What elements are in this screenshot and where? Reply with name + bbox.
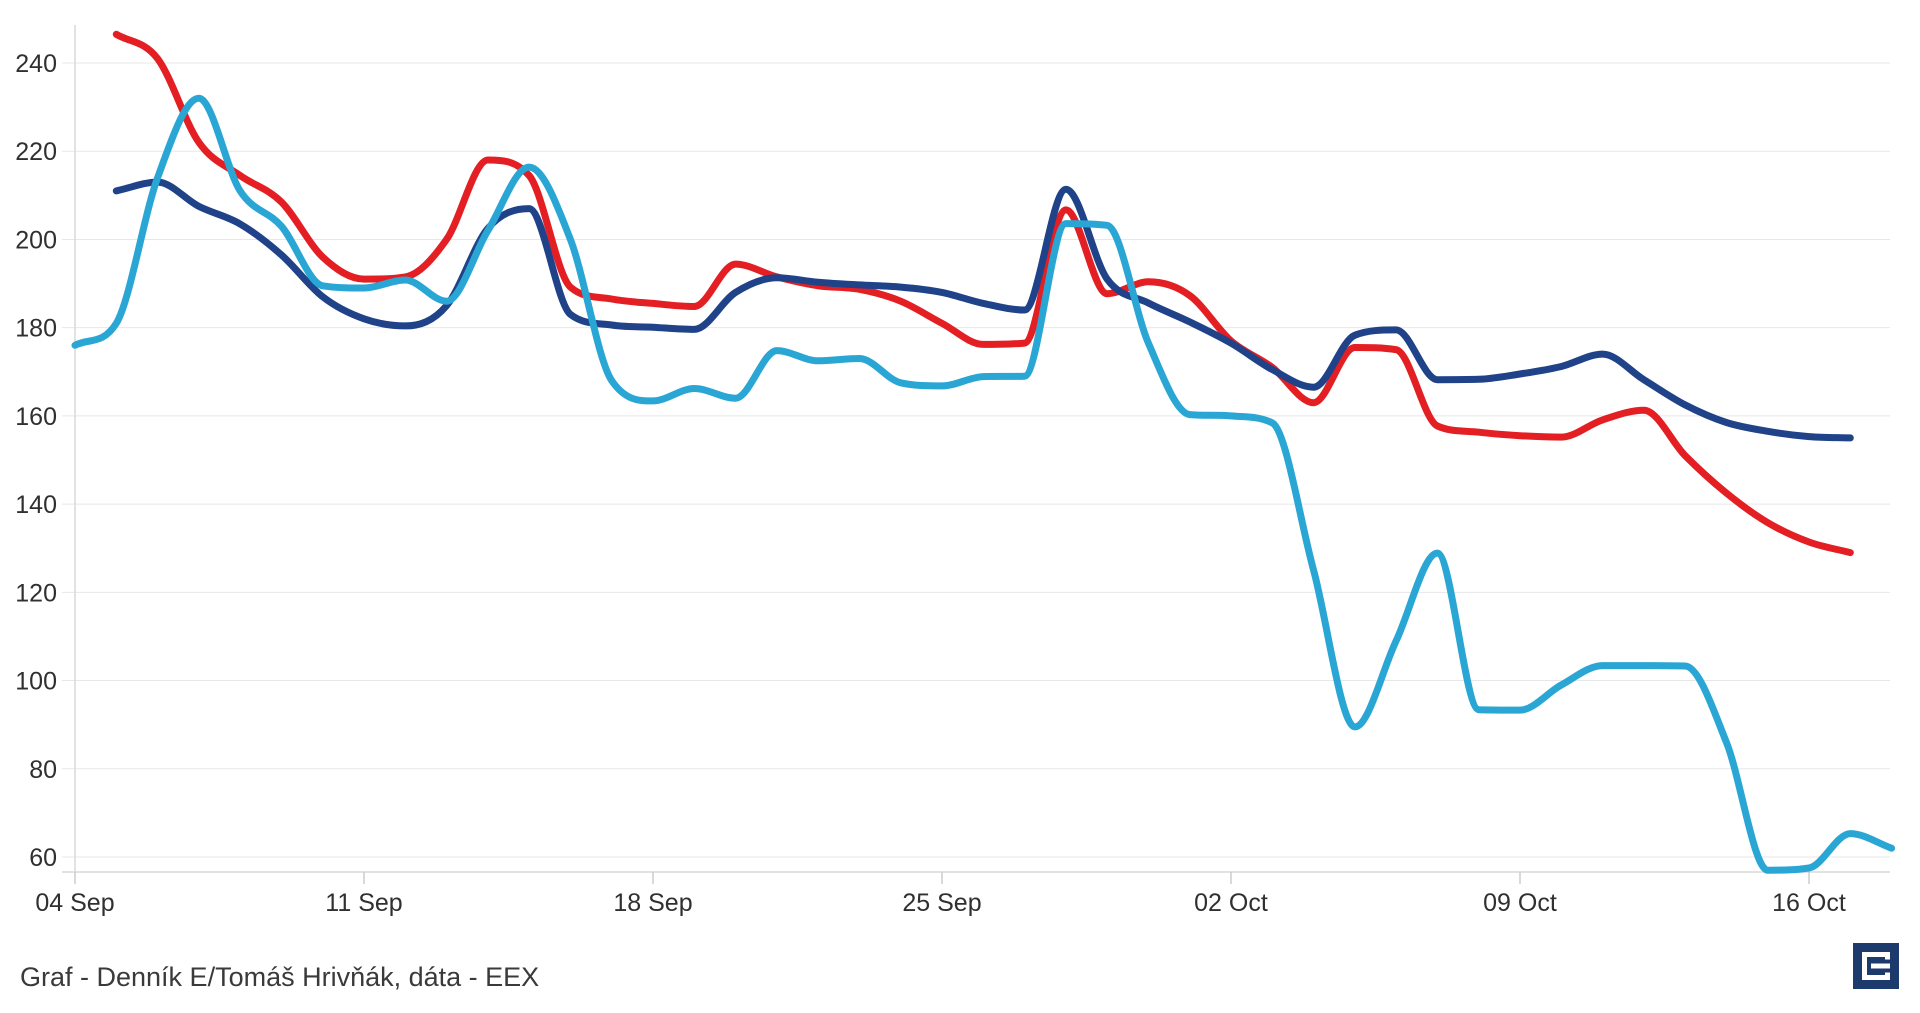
y-tick-label-140: 140 — [15, 491, 57, 519]
logo-e-glyph — [1862, 952, 1890, 980]
y-tick-label-160: 160 — [15, 403, 57, 431]
y-tick-label-240: 240 — [15, 50, 57, 78]
axes — [62, 25, 1890, 884]
y-tick-label-80: 80 — [29, 756, 57, 784]
y-tick-label-220: 220 — [15, 138, 57, 166]
data-series — [71, 30, 1896, 874]
dark-blue-line — [112, 178, 1854, 442]
axis-labels: 60 80 100 120 140 160 180 200 220 240 04 Sep 11 Sep… — [15, 50, 1846, 917]
dennik-e-logo — [1853, 943, 1899, 989]
x-tick-label-1: 11 Sep — [325, 889, 402, 917]
x-tick-label-4: 02 Oct — [1194, 889, 1268, 917]
chart-caption: Graf - Denník E/Tomáš Hrivňák, dáta - EE… — [20, 962, 540, 992]
x-tick-label-0: 04 Sep — [35, 889, 114, 917]
x-tick-label-5: 09 Oct — [1483, 889, 1557, 917]
y-tick-label-100: 100 — [15, 668, 57, 696]
gridlines — [62, 62, 1890, 858]
y-tick-label-180: 180 — [15, 315, 57, 343]
red-line — [112, 30, 1854, 557]
y-tick-label-200: 200 — [15, 226, 57, 254]
x-tick-label-3: 25 Sep — [902, 889, 981, 917]
y-tick-label-60: 60 — [29, 844, 57, 872]
y-tick-label-120: 120 — [15, 579, 57, 607]
x-tick-label-6: 16 Oct — [1772, 889, 1846, 917]
light-blue-line — [71, 94, 1896, 874]
x-tick-label-2: 18 Sep — [613, 889, 692, 917]
